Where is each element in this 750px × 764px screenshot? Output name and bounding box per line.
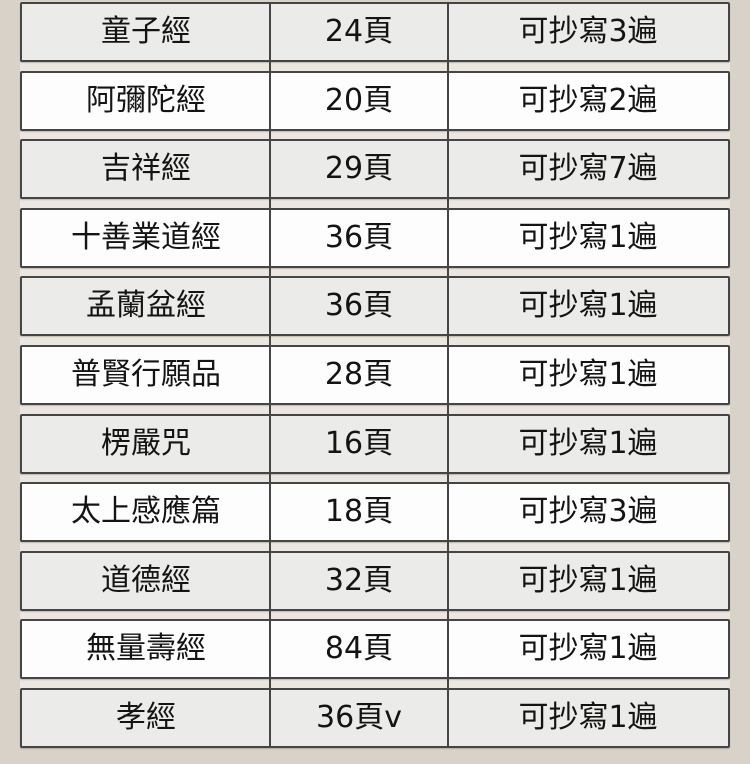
table-row: 孝經 36頁v 可抄寫1遍 xyxy=(20,687,730,748)
page-count: 24頁 xyxy=(324,14,394,49)
table-row: 楞嚴咒 16頁 可抄寫1遍 xyxy=(20,413,730,474)
scripture-name: 無量壽經 xyxy=(86,631,206,667)
table-rows: 童子經 24頁 可抄寫3遍 阿彌陀經 20頁 可抄寫2遍 吉祥經 29頁 可抄寫… xyxy=(20,2,730,748)
page-count: 36頁v xyxy=(316,699,402,735)
copy-count: 可抄寫3遍 xyxy=(518,14,658,49)
table-row: 童子經 24頁 可抄寫3遍 xyxy=(20,2,730,62)
table-row: 孟蘭盆經 36頁 可抄寫1遍 xyxy=(20,276,730,337)
column-divider xyxy=(447,2,449,748)
scripture-name: 阿彌陀經 xyxy=(86,82,206,118)
page-count: 36頁 xyxy=(324,219,394,255)
page-count: 84頁 xyxy=(324,631,394,667)
scripture-name: 太上感應篇 xyxy=(71,494,221,530)
copy-count: 可抄寫1遍 xyxy=(518,631,658,667)
page-count: 29頁 xyxy=(324,151,394,187)
scripture-name: 童子經 xyxy=(101,14,191,49)
scripture-name: 孟蘭盆經 xyxy=(86,288,206,324)
copy-count: 可抄寫7遍 xyxy=(518,151,658,187)
scripture-name: 普賢行願品 xyxy=(71,356,221,392)
column-divider xyxy=(269,2,271,748)
copy-count: 可抄寫1遍 xyxy=(518,699,658,735)
table-row: 吉祥經 29頁 可抄寫7遍 xyxy=(20,139,730,200)
table-row: 阿彌陀經 20頁 可抄寫2遍 xyxy=(20,70,730,131)
scripture-table: 童子經 24頁 可抄寫3遍 阿彌陀經 20頁 可抄寫2遍 吉祥經 29頁 可抄寫… xyxy=(20,2,730,748)
scripture-name: 十善業道經 xyxy=(71,219,221,255)
copy-count: 可抄寫3遍 xyxy=(518,494,658,530)
page-count: 36頁 xyxy=(324,288,394,324)
scripture-name: 孝經 xyxy=(116,699,176,735)
page-count: 28頁 xyxy=(324,356,394,392)
table-row: 無量壽經 84頁 可抄寫1遍 xyxy=(20,619,730,680)
copy-count: 可抄寫1遍 xyxy=(518,288,658,324)
table-row: 太上感應篇 18頁 可抄寫3遍 xyxy=(20,482,730,543)
table-row: 十善業道經 36頁 可抄寫1遍 xyxy=(20,207,730,268)
scripture-name: 楞嚴咒 xyxy=(101,425,191,461)
page-count: 16頁 xyxy=(324,425,394,461)
copy-count: 可抄寫1遍 xyxy=(518,356,658,392)
copy-count: 可抄寫2遍 xyxy=(518,82,658,118)
table-row: 普賢行願品 28頁 可抄寫1遍 xyxy=(20,344,730,405)
copy-count: 可抄寫1遍 xyxy=(518,219,658,255)
scripture-name: 道德經 xyxy=(101,562,191,598)
scripture-name: 吉祥經 xyxy=(101,151,191,187)
page-count: 18頁 xyxy=(324,494,394,530)
table-row: 道德經 32頁 可抄寫1遍 xyxy=(20,550,730,611)
page-count: 20頁 xyxy=(324,82,394,118)
copy-count: 可抄寫1遍 xyxy=(518,425,658,461)
copy-count: 可抄寫1遍 xyxy=(518,562,658,598)
page-count: 32頁 xyxy=(324,562,394,598)
